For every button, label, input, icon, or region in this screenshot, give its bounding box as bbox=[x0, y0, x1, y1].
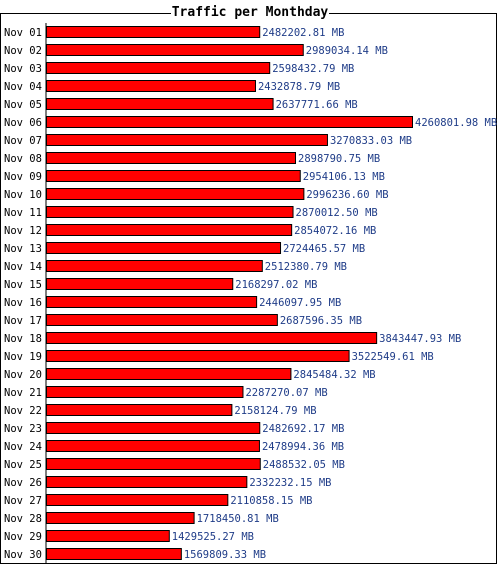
bar bbox=[46, 206, 294, 218]
value-label: 2996236.60 MB bbox=[306, 189, 388, 201]
category-label: Nov 17 bbox=[4, 315, 42, 327]
category-label: Nov 24 bbox=[4, 441, 42, 453]
category-label: Nov 15 bbox=[4, 279, 42, 291]
bar bbox=[46, 278, 234, 290]
category-label: Nov 12 bbox=[4, 225, 42, 237]
bar bbox=[46, 422, 261, 434]
category-label: Nov 26 bbox=[4, 477, 42, 489]
value-label: 2158124.79 MB bbox=[234, 405, 316, 417]
category-label: Nov 07 bbox=[4, 135, 42, 147]
value-label: 3270833.03 MB bbox=[330, 135, 412, 147]
bar bbox=[46, 98, 274, 110]
value-label: 2637771.66 MB bbox=[276, 99, 358, 111]
value-label: 2724465.57 MB bbox=[283, 243, 365, 255]
value-label: 3843447.93 MB bbox=[379, 333, 461, 345]
chart-title: Traffic per Monthday bbox=[170, 5, 330, 20]
category-label: Nov 13 bbox=[4, 243, 42, 255]
category-label: Nov 05 bbox=[4, 99, 42, 111]
bar bbox=[46, 404, 233, 416]
value-label: 2870012.50 MB bbox=[296, 207, 378, 219]
bar bbox=[46, 368, 292, 380]
category-label: Nov 22 bbox=[4, 405, 42, 417]
value-label: 2898790.75 MB bbox=[298, 153, 380, 165]
value-label: 2287270.07 MB bbox=[245, 387, 327, 399]
category-label: Nov 10 bbox=[4, 189, 42, 201]
bar bbox=[46, 62, 271, 74]
bar bbox=[46, 530, 170, 542]
bar bbox=[46, 224, 293, 236]
category-label: Nov 14 bbox=[4, 261, 42, 273]
value-label: 3522549.61 MB bbox=[352, 351, 434, 363]
value-label: 4260801.98 MB bbox=[415, 117, 497, 129]
category-label: Nov 18 bbox=[4, 333, 42, 345]
category-label: Nov 09 bbox=[4, 171, 42, 183]
value-label: 2687596.35 MB bbox=[280, 315, 362, 327]
bar bbox=[46, 134, 328, 146]
value-label: 2598432.79 MB bbox=[272, 63, 354, 75]
bar bbox=[46, 386, 244, 398]
category-label: Nov 04 bbox=[4, 81, 42, 93]
category-label: Nov 20 bbox=[4, 369, 42, 381]
bar bbox=[46, 332, 378, 344]
value-label: 2482692.17 MB bbox=[262, 423, 344, 435]
category-label: Nov 02 bbox=[4, 45, 42, 57]
bar bbox=[46, 188, 305, 200]
value-label: 1429525.27 MB bbox=[172, 531, 254, 543]
bar bbox=[46, 26, 261, 38]
value-label: 2989034.14 MB bbox=[306, 45, 388, 57]
value-label: 2446097.95 MB bbox=[259, 297, 341, 309]
category-label: Nov 11 bbox=[4, 207, 42, 219]
value-label: 1569809.33 MB bbox=[184, 549, 266, 561]
bar bbox=[46, 242, 282, 254]
category-label: Nov 30 bbox=[4, 549, 42, 561]
category-label: Nov 21 bbox=[4, 387, 42, 399]
value-label: 1718450.81 MB bbox=[197, 513, 279, 525]
bar bbox=[46, 152, 297, 164]
value-label: 2332232.15 MB bbox=[249, 477, 331, 489]
bar bbox=[46, 476, 248, 488]
category-label: Nov 25 bbox=[4, 459, 42, 471]
bar bbox=[46, 296, 258, 308]
value-label: 2168297.02 MB bbox=[235, 279, 317, 291]
value-label: 2432878.79 MB bbox=[258, 81, 340, 93]
value-label: 2478994.36 MB bbox=[262, 441, 344, 453]
bar bbox=[46, 350, 350, 362]
value-label: 2854072.16 MB bbox=[294, 225, 376, 237]
category-label: Nov 03 bbox=[4, 63, 42, 75]
bar bbox=[46, 44, 304, 56]
bar bbox=[46, 458, 261, 470]
category-label: Nov 19 bbox=[4, 351, 42, 363]
bar bbox=[46, 116, 413, 128]
bar bbox=[46, 170, 301, 182]
bar bbox=[46, 548, 182, 560]
value-label: 2845484.32 MB bbox=[293, 369, 375, 381]
value-label: 2954106.13 MB bbox=[303, 171, 385, 183]
category-label: Nov 06 bbox=[4, 117, 42, 129]
bar bbox=[46, 494, 229, 506]
bar bbox=[46, 314, 278, 326]
category-label: Nov 01 bbox=[4, 27, 42, 39]
category-label: Nov 29 bbox=[4, 531, 42, 543]
category-label: Nov 28 bbox=[4, 513, 42, 525]
value-label: 2488532.05 MB bbox=[263, 459, 345, 471]
bar bbox=[46, 440, 260, 452]
category-label: Nov 23 bbox=[4, 423, 42, 435]
value-label: 2482202.81 MB bbox=[262, 27, 344, 39]
category-label: Nov 27 bbox=[4, 495, 42, 507]
bar bbox=[46, 512, 195, 524]
bar bbox=[46, 260, 263, 272]
value-label: 2110858.15 MB bbox=[230, 495, 312, 507]
bar bbox=[46, 80, 256, 92]
category-label: Nov 16 bbox=[4, 297, 42, 309]
category-label: Nov 08 bbox=[4, 153, 42, 165]
value-label: 2512380.79 MB bbox=[265, 261, 347, 273]
